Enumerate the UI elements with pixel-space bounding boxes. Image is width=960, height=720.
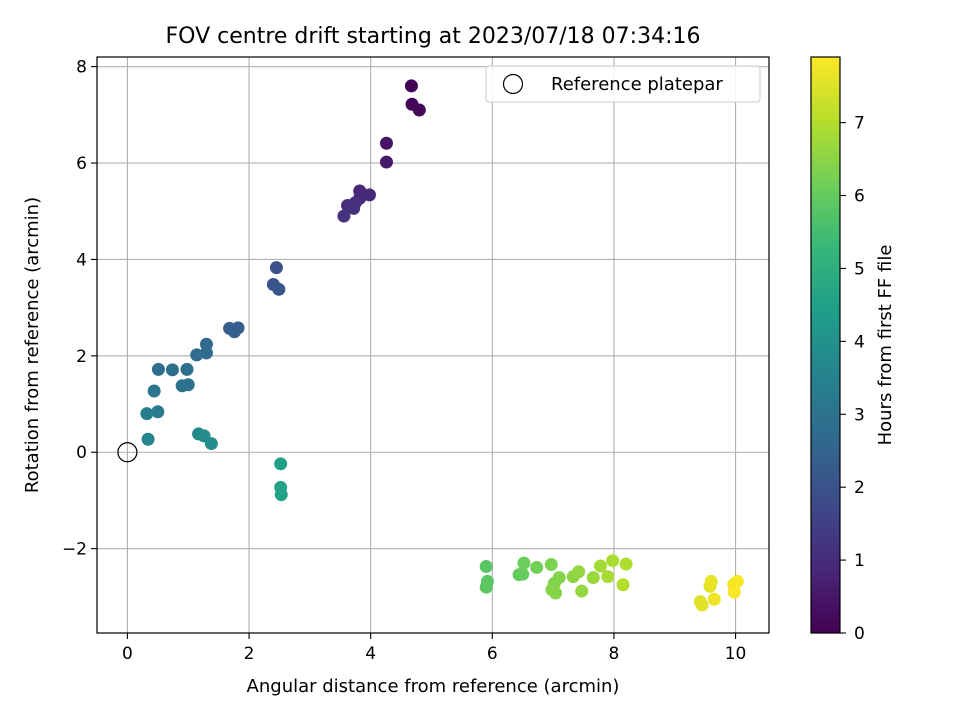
data-point <box>619 557 633 571</box>
x-tick-label: 8 <box>609 644 620 664</box>
data-point <box>181 378 195 392</box>
data-point <box>227 325 241 339</box>
data-point <box>141 432 155 446</box>
x-tick-label: 10 <box>725 644 747 664</box>
data-point <box>530 560 544 574</box>
data-point <box>337 209 351 223</box>
reference-platepar-marker <box>117 442 138 463</box>
data-point <box>274 457 288 471</box>
colorbar-tick-label: 6 <box>854 187 865 207</box>
data-point <box>379 136 393 150</box>
x-tick-label: 4 <box>365 644 376 664</box>
y-axis-label: Rotation from reference (arcmin) <box>22 197 43 493</box>
data-point <box>727 585 741 599</box>
data-point <box>575 584 589 598</box>
grid-lines <box>97 57 769 633</box>
data-point <box>347 201 361 215</box>
y-axis-ticks: −2 0 2 4 6 8 <box>62 58 97 560</box>
data-point <box>479 559 493 573</box>
colorbar-tick-label: 0 <box>854 624 865 644</box>
data-point <box>479 580 493 594</box>
data-point <box>594 559 608 573</box>
legend-box <box>485 65 761 103</box>
data-point <box>379 155 393 169</box>
plot-frame <box>96 56 770 634</box>
data-point <box>180 362 194 376</box>
colorbar-tick-label: 3 <box>854 405 865 425</box>
data-point <box>274 488 288 502</box>
x-tick-label: 2 <box>244 644 255 664</box>
data-point <box>707 592 721 606</box>
x-tick-label: 0 <box>122 644 133 664</box>
y-tick-label: 0 <box>76 443 87 463</box>
colorbar-tick-label: 1 <box>854 551 865 571</box>
data-point <box>616 578 630 592</box>
data-point <box>517 556 531 570</box>
data-point <box>412 103 426 117</box>
colorbar-tick-label: 2 <box>854 478 865 498</box>
colorbar: 0 1 2 3 4 5 6 7 Hours from first FF file <box>810 56 896 644</box>
data-point <box>190 348 204 362</box>
colorbar-label: Hours from first FF file <box>875 245 896 446</box>
colorbar-ticks: 0 1 2 3 4 5 6 7 <box>840 114 865 644</box>
data-point <box>552 571 566 585</box>
colorbar-frame <box>810 56 841 634</box>
data-point <box>606 554 620 568</box>
data-point <box>695 598 709 612</box>
colorbar-gradient <box>811 57 840 633</box>
data-point <box>147 384 161 398</box>
y-tick-label: −2 <box>62 540 87 560</box>
data-point <box>572 565 586 579</box>
chart-title: FOV centre drift starting at 2023/07/18 … <box>166 24 701 49</box>
colorbar-tick-label: 7 <box>854 114 865 134</box>
data-point <box>601 570 615 584</box>
y-tick-label: 2 <box>76 347 87 367</box>
data-point <box>586 571 600 585</box>
data-point <box>272 282 286 296</box>
x-tick-label: 6 <box>487 644 498 664</box>
x-axis-label: Angular distance from reference (arcmin) <box>247 676 620 697</box>
y-tick-label: 6 <box>76 154 87 174</box>
data-point <box>404 79 418 93</box>
y-tick-label: 4 <box>76 250 87 270</box>
data-point <box>204 437 218 451</box>
data-point <box>165 363 179 377</box>
data-point <box>140 407 154 421</box>
data-point <box>199 346 213 360</box>
data-point <box>704 574 718 588</box>
data-point <box>544 558 558 572</box>
colorbar-tick-label: 4 <box>854 332 865 352</box>
data-point <box>151 362 165 376</box>
legend: Reference platepar <box>485 65 761 103</box>
data-point <box>549 586 563 600</box>
y-tick-label: 8 <box>76 58 87 78</box>
data-point <box>269 261 283 275</box>
data-point <box>730 574 744 588</box>
data-point <box>151 405 165 419</box>
legend-label: Reference platepar <box>551 74 723 95</box>
data-point <box>516 567 530 581</box>
x-axis-ticks: 0 2 4 6 8 10 <box>122 633 746 664</box>
data-points <box>117 79 744 612</box>
colorbar-tick-label: 5 <box>854 259 865 279</box>
legend-marker-open-circle <box>502 73 524 95</box>
